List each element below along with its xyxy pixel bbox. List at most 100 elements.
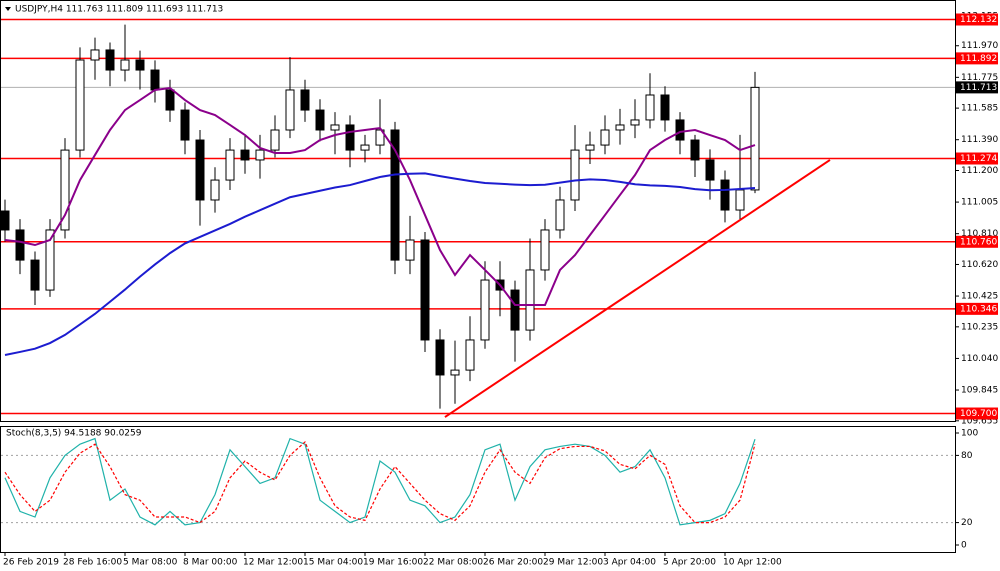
- candle-body: [525, 269, 535, 331]
- price-tick-label: 111.970: [961, 41, 998, 51]
- price-tick-label: 111.585: [961, 104, 998, 114]
- candle-body: [585, 144, 595, 151]
- candle-body: [750, 86, 760, 191]
- time-tick-label: 8 Mar 00:00: [183, 558, 238, 568]
- candle-body: [375, 129, 385, 146]
- candle-body: [690, 139, 700, 161]
- price-tick-label: 110.040: [961, 354, 998, 364]
- candle-body: [600, 129, 610, 146]
- price-tick-label: 111.390: [961, 135, 998, 145]
- candle-body: [195, 139, 205, 201]
- candle-body: [345, 124, 355, 151]
- stochastic-line: [4, 440, 756, 524]
- price-tick-label: 111.775: [961, 73, 998, 83]
- candle-body: [75, 59, 85, 151]
- candle-body: [330, 124, 340, 131]
- level-label: 110.760: [960, 237, 997, 247]
- current-price-box: [956, 81, 998, 94]
- main-window: [0, 0, 956, 422]
- candle-body: [165, 89, 175, 111]
- candle-body: [405, 239, 415, 261]
- candle-body: [60, 149, 70, 231]
- time-tick-label: 29 Mar 12:00: [543, 558, 603, 568]
- candle-body: [90, 49, 100, 61]
- time-tick-label: 5 Apr 20:00: [663, 558, 716, 568]
- level-label: 111.892: [960, 54, 997, 64]
- candle-body: [450, 369, 460, 376]
- moving-average: [4, 172, 756, 357]
- candle-body: [510, 289, 520, 331]
- price-tick-label: 109.845: [961, 386, 998, 396]
- indicator-window: [0, 426, 956, 553]
- candle-body: [150, 69, 160, 91]
- level-label-box: [956, 407, 998, 420]
- level-label-box: [956, 302, 998, 315]
- time-tick-label: 15 Mar 04:00: [303, 558, 363, 568]
- candle-body: [285, 89, 295, 131]
- candle-body: [240, 149, 250, 161]
- candle-body: [435, 339, 445, 376]
- candle-body: [300, 89, 310, 111]
- time-tick-label: 28 Feb 16:00: [63, 558, 122, 568]
- candle-body: [420, 239, 430, 341]
- candle-body: [225, 149, 235, 181]
- stochastic-line: [4, 437, 756, 526]
- candle-body: [480, 279, 490, 341]
- level-label-box: [956, 235, 998, 248]
- candle-body: [270, 129, 280, 151]
- candle-body: [255, 149, 265, 161]
- candle-body: [465, 339, 475, 371]
- time-tick-label: 26 Feb 2019: [3, 558, 59, 568]
- price-tick-label: 111.200: [961, 166, 998, 176]
- level-label: 112.132: [960, 15, 997, 25]
- candle-body: [540, 229, 550, 271]
- time-tick-label: 22 Mar 08:00: [423, 558, 483, 568]
- candle-body: [105, 49, 115, 71]
- candle-body: [705, 159, 715, 181]
- level-label: 110.346: [960, 304, 997, 314]
- indicator-title: Stoch(8,3,5) 94.5188 90.0259: [6, 429, 142, 439]
- level-label: 109.700: [960, 409, 997, 419]
- candle-body: [0, 210, 10, 231]
- time-tick-label: 10 Apr 12:00: [723, 558, 782, 568]
- candle-body: [180, 109, 190, 141]
- plot-layer: 112.155111.970111.775111.585111.390111.2…: [0, 11, 998, 568]
- level-label-box: [956, 52, 998, 65]
- indicator-tick-label: 0: [961, 541, 967, 551]
- level-label: 111.274: [960, 154, 997, 164]
- candle-body: [570, 149, 580, 201]
- candle-body: [615, 124, 625, 131]
- candle-body: [315, 109, 325, 131]
- candle-body: [630, 119, 640, 126]
- candle-body: [675, 119, 685, 141]
- menu-arrow[interactable]: [5, 7, 11, 11]
- candle-body: [390, 129, 400, 261]
- time-tick-label: 26 Mar 20:00: [483, 558, 543, 568]
- indicator-tick-label: 20: [961, 518, 973, 528]
- price-tick-label: 110.235: [961, 322, 998, 332]
- candle-body: [645, 94, 655, 121]
- price-tick-label: 110.810: [961, 229, 998, 239]
- price-tick-label: 111.005: [961, 198, 998, 208]
- price-tick-label: 110.620: [961, 260, 998, 270]
- candle-body: [210, 179, 220, 201]
- candle-body: [360, 144, 370, 151]
- candle-body: [45, 229, 55, 291]
- time-tick-label: 3 Apr 04:00: [603, 558, 656, 568]
- level-label-box: [956, 13, 998, 26]
- candle-body: [555, 199, 565, 231]
- trendline: [444, 159, 831, 418]
- price-tick-label: 110.425: [961, 292, 998, 302]
- candle-body: [660, 94, 670, 121]
- candle-body: [30, 259, 40, 291]
- time-tick-label: 5 Mar 08:00: [123, 558, 178, 568]
- chart-title: USDJPY,H4 111.763 111.809 111.693 111.71…: [15, 5, 223, 15]
- moving-average: [4, 86, 756, 306]
- candle-body: [720, 179, 730, 211]
- current-price-label: 111.713: [960, 83, 997, 93]
- indicator-tick-label: 80: [961, 451, 973, 461]
- time-tick-label: 19 Mar 16:00: [363, 558, 423, 568]
- level-label-box: [956, 152, 998, 165]
- candle-body: [15, 229, 25, 261]
